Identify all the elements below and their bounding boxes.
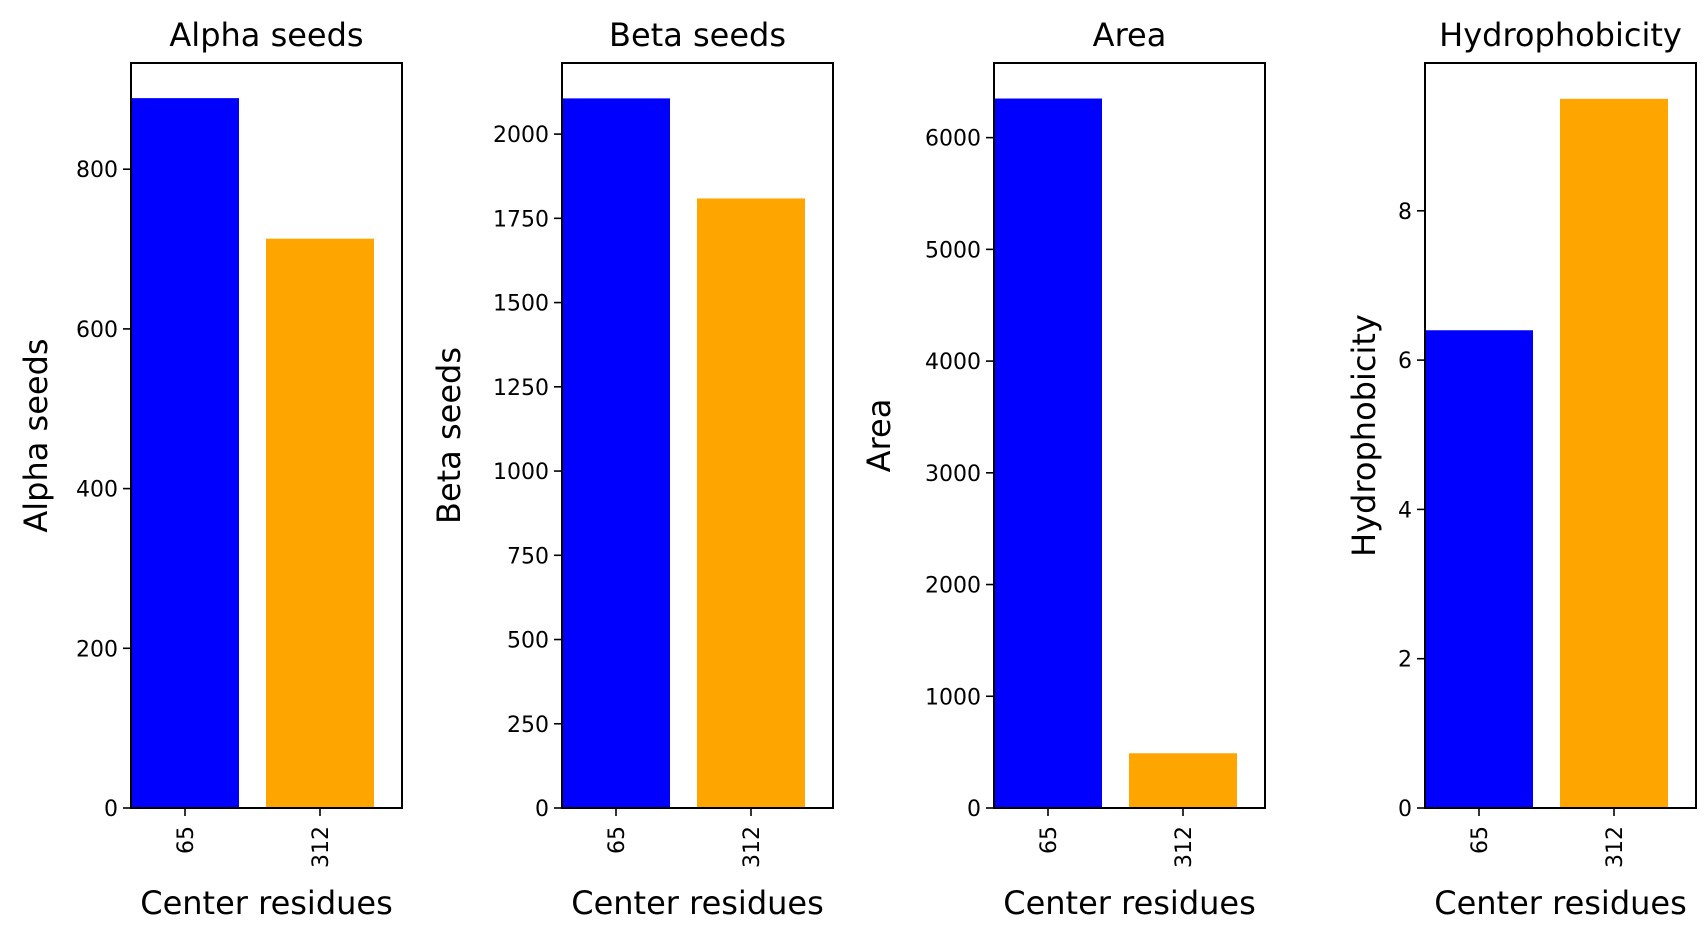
bar [266, 238, 374, 809]
y-tick-label: 750 [507, 544, 549, 569]
y-tick-label: 0 [535, 797, 549, 822]
y-tick-label: 200 [76, 637, 118, 662]
x-axis-label: Center residues [1434, 884, 1687, 922]
y-tick-label: 0 [967, 797, 981, 822]
y-tick-label: 1250 [493, 376, 549, 401]
bar [697, 198, 805, 809]
chart-title: Beta seeds [609, 16, 786, 54]
y-tick-label: 600 [76, 318, 118, 343]
y-tick-label: 1500 [493, 292, 549, 317]
chart-panel: 0 250 500 750 1000 1250 1500 1750 2000 65 312 Beta … [430, 16, 834, 922]
y-tick-label: 800 [76, 158, 118, 183]
chart-title: Hydrophobicity [1439, 16, 1682, 54]
chart-panel: 0 200 400 600 800 65 312 Alpha seeds Center resi… [17, 16, 403, 922]
x-tick-label: 312 [309, 826, 334, 868]
y-tick-label: 0 [104, 797, 118, 822]
y-tick-label: 400 [76, 478, 118, 503]
y-tick-label: 6000 [925, 127, 981, 152]
y-tick-label: 1000 [493, 460, 549, 485]
y-tick-label: 500 [507, 629, 549, 654]
y-tick-label: 6 [1398, 349, 1412, 374]
bar [994, 98, 1102, 808]
plot-frame [993, 62, 1266, 809]
y-tick-label: 2000 [493, 123, 549, 148]
x-axis-label: Center residues [571, 884, 824, 922]
bar [1425, 330, 1533, 808]
y-tick-label: 4000 [925, 350, 981, 375]
x-axis-label: Center residues [140, 884, 393, 922]
x-tick-label: 65 [1468, 826, 1493, 854]
chart-title: Alpha seeds [169, 16, 363, 54]
x-tick-label: 312 [1603, 826, 1628, 868]
y-tick-label: 0 [1398, 797, 1412, 822]
chart-title: Area [1093, 16, 1167, 54]
bar [562, 98, 670, 808]
x-tick-label: 65 [605, 826, 630, 854]
x-axis-label: Center residues [1003, 884, 1256, 922]
y-tick-label: 2000 [925, 574, 981, 599]
y-tick-label: 1750 [493, 207, 549, 232]
y-tick-label: 3000 [925, 462, 981, 487]
chart-panel: 0 2 4 6 8 65 312 Hydrophobicity Center residues H… [1345, 16, 1697, 922]
y-tick-label: 4 [1398, 498, 1412, 523]
y-axis-label: Alpha seeds [17, 338, 55, 532]
plot-frame [1424, 62, 1697, 809]
y-axis-label: Area [860, 399, 898, 473]
y-tick-label: 5000 [925, 238, 981, 263]
y-axis-label: Hydrophobicity [1345, 314, 1383, 557]
x-tick-label: 312 [1172, 826, 1197, 868]
bar [1129, 753, 1237, 808]
y-tick-label: 1000 [925, 685, 981, 710]
y-tick-label: 8 [1398, 200, 1412, 225]
chart-panel: 0 1000 2000 3000 4000 5000 6000 65 312 Area Center… [860, 16, 1266, 922]
y-tick-label: 2 [1398, 648, 1412, 673]
y-tick-label: 250 [507, 713, 549, 738]
x-tick-label: 65 [1037, 826, 1062, 854]
y-axis-label: Beta seeds [430, 347, 468, 524]
bar [131, 98, 239, 809]
plot-frame [130, 62, 403, 809]
plot-frame [561, 62, 834, 809]
x-tick-label: 65 [174, 826, 199, 854]
bar [1560, 98, 1668, 808]
x-tick-label: 312 [740, 826, 765, 868]
